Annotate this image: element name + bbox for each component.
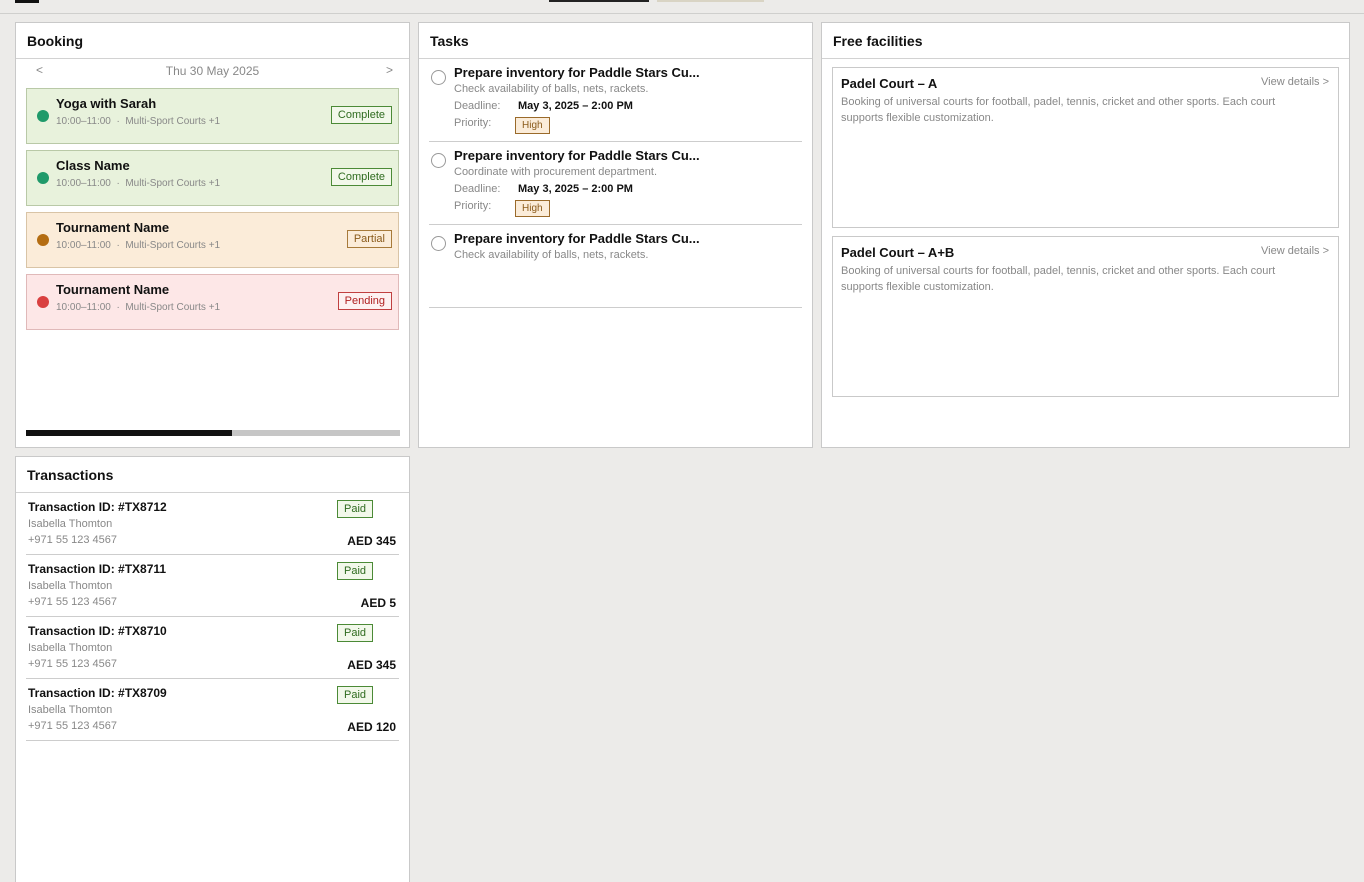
tasks-panel: Tasks Prepare inventory for Paddle Stars…	[418, 22, 813, 448]
booking-item[interactable]: Yoga with Sarah 10:00–11:00 · Multi-Spor…	[26, 88, 399, 144]
task-description: Check availability of balls, nets, racke…	[454, 249, 649, 261]
booking-item-title: Tournament Name	[56, 220, 170, 235]
deadline-value: May 3, 2025 – 2:00 PM	[518, 183, 633, 195]
task-item[interactable]: Prepare inventory for Paddle Stars Cu...…	[429, 142, 802, 225]
transaction-row[interactable]: Transaction ID: #TX8710 Isabella Thomton…	[26, 617, 399, 679]
task-checkbox[interactable]	[431, 236, 446, 251]
transaction-id: Transaction ID: #TX8712	[28, 500, 167, 514]
facility-card: Padel Court – A+B View details > Booking…	[832, 236, 1339, 397]
facilities-title: Free facilities	[822, 23, 1349, 59]
facility-title: Padel Court – A	[841, 76, 938, 91]
next-date-button[interactable]: >	[385, 63, 393, 77]
booking-item[interactable]: Class Name 10:00–11:00 · Multi-Sport Cou…	[26, 150, 399, 206]
status-badge: Paid	[337, 562, 374, 580]
transaction-row[interactable]: Transaction ID: #TX8709 Isabella Thomton…	[26, 679, 399, 741]
booking-item-meta: 10:00–11:00 · Multi-Sport Courts +1	[56, 302, 221, 313]
transaction-amount: AED 345	[347, 658, 396, 672]
task-checkbox[interactable]	[431, 70, 446, 85]
status-badge: Partial	[346, 230, 392, 248]
status-badge: Complete	[330, 106, 392, 124]
booking-item-meta: 10:00–11:00 · Multi-Sport Courts +1	[56, 240, 221, 251]
facility-card: Padel Court – A View details > Booking o…	[832, 67, 1339, 228]
booking-scrollbar-thumb[interactable]	[26, 430, 232, 436]
deadline-value: May 3, 2025 – 2:00 PM	[518, 100, 633, 112]
status-dot	[37, 234, 49, 246]
status-dot	[37, 110, 49, 122]
top-bar	[0, 0, 1364, 14]
transaction-row[interactable]: Transaction ID: #TX8712 Isabella Thomton…	[26, 493, 399, 555]
transaction-id: Transaction ID: #TX8710	[28, 624, 167, 638]
view-details-link[interactable]: View details >	[1261, 245, 1329, 257]
current-date: Thu 30 May 2025	[165, 64, 260, 78]
transaction-id: Transaction ID: #TX8711	[28, 562, 167, 576]
booking-item-meta: 10:00–11:00 · Multi-Sport Courts +1	[56, 116, 221, 127]
deadline-label: Deadline:	[454, 100, 501, 112]
customer-phone: +971 55 123 4567	[28, 658, 118, 670]
priority-badge: High	[515, 117, 550, 134]
customer-phone: +971 55 123 4567	[28, 534, 118, 546]
booking-panel: Booking < Thu 30 May 2025 > Yoga with Sa…	[15, 22, 410, 448]
status-dot	[37, 172, 49, 184]
transaction-id: Transaction ID: #TX8709	[28, 686, 167, 700]
date-navigator: < Thu 30 May 2025 >	[16, 59, 409, 82]
tasks-title: Tasks	[419, 23, 812, 59]
facility-description: Booking of universal courts for football…	[841, 96, 1276, 124]
priority-label: Priority:	[454, 200, 492, 212]
task-title: Prepare inventory for Paddle Stars Cu...	[454, 148, 700, 163]
booking-item-meta: 10:00–11:00 · Multi-Sport Courts +1	[56, 178, 221, 189]
booking-title: Booking	[16, 23, 409, 59]
customer-phone: +971 55 123 4567	[28, 720, 118, 732]
customer-name: Isabella Thomton	[28, 642, 113, 654]
deadline-label: Deadline:	[454, 183, 501, 195]
transactions-panel: Transactions Transaction ID: #TX8712 Isa…	[15, 456, 410, 882]
transactions-title: Transactions	[16, 457, 409, 493]
top-tab[interactable]	[657, 0, 764, 2]
customer-phone: +971 55 123 4567	[28, 596, 118, 608]
booking-item[interactable]: Tournament Name 10:00–11:00 · Multi-Spor…	[26, 212, 399, 268]
booking-item-title: Tournament Name	[56, 282, 170, 297]
task-title: Prepare inventory for Paddle Stars Cu...	[454, 65, 700, 80]
status-badge: Paid	[337, 686, 374, 704]
prev-date-button[interactable]: <	[36, 63, 44, 77]
transaction-row[interactable]: Transaction ID: #TX8711 Isabella Thomton…	[26, 555, 399, 617]
status-badge: Complete	[330, 168, 392, 186]
task-description: Coordinate with procurement department.	[454, 166, 657, 178]
priority-label: Priority:	[454, 117, 492, 129]
booking-scrollbar[interactable]	[26, 430, 400, 436]
facilities-panel: Free facilities Padel Court – A View det…	[821, 22, 1350, 448]
status-badge: Pending	[337, 292, 392, 310]
customer-name: Isabella Thomton	[28, 580, 113, 592]
facility-description: Booking of universal courts for football…	[841, 265, 1276, 293]
status-badge: Paid	[337, 500, 374, 518]
booking-item-title: Class Name	[56, 158, 130, 173]
booking-item[interactable]: Tournament Name 10:00–11:00 · Multi-Spor…	[26, 274, 399, 330]
facility-title: Padel Court – A+B	[841, 245, 955, 260]
task-item[interactable]: Prepare inventory for Paddle Stars Cu...…	[429, 225, 802, 308]
transaction-amount: AED 5	[360, 596, 396, 610]
task-title: Prepare inventory for Paddle Stars Cu...	[454, 231, 700, 246]
transaction-amount: AED 345	[347, 534, 396, 548]
view-details-link[interactable]: View details >	[1261, 76, 1329, 88]
customer-name: Isabella Thomton	[28, 518, 113, 530]
transaction-amount: AED 120	[347, 720, 396, 734]
booking-item-title: Yoga with Sarah	[56, 96, 157, 111]
top-tab-active[interactable]	[549, 0, 649, 2]
customer-name: Isabella Thomton	[28, 704, 113, 716]
status-dot	[37, 296, 49, 308]
task-checkbox[interactable]	[431, 153, 446, 168]
menu-icon[interactable]	[15, 0, 39, 3]
task-item[interactable]: Prepare inventory for Paddle Stars Cu...…	[429, 59, 802, 142]
priority-badge: High	[515, 200, 550, 217]
status-badge: Paid	[337, 624, 374, 642]
task-description: Check availability of balls, nets, racke…	[454, 83, 649, 95]
